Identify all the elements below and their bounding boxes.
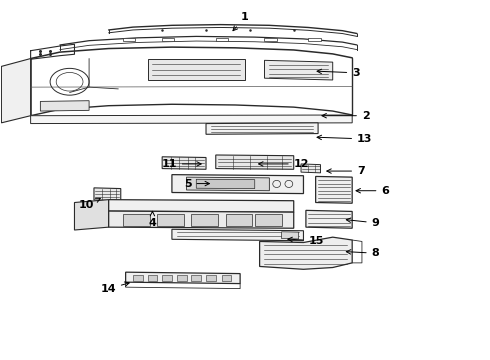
Polygon shape [162,157,206,169]
Polygon shape [30,115,352,123]
Polygon shape [162,38,174,41]
Text: 14: 14 [100,282,129,294]
Polygon shape [225,213,252,226]
Polygon shape [306,210,352,228]
Text: 3: 3 [317,68,360,78]
Text: 1: 1 [233,13,249,31]
Polygon shape [172,175,303,194]
Polygon shape [177,275,187,281]
Polygon shape [282,232,298,239]
Polygon shape [109,211,294,228]
Text: 2: 2 [322,111,369,121]
Polygon shape [147,59,245,80]
Text: 11: 11 [161,159,201,169]
Polygon shape [308,38,320,41]
Polygon shape [260,237,352,269]
Text: 7: 7 [327,166,365,176]
Polygon shape [196,179,255,189]
Polygon shape [162,275,172,281]
Polygon shape [192,213,218,226]
Text: 6: 6 [356,186,389,196]
Polygon shape [123,38,135,41]
Polygon shape [74,200,109,230]
Text: 5: 5 [184,179,209,189]
Polygon shape [265,60,333,80]
Polygon shape [94,188,121,201]
Text: 12: 12 [259,159,309,169]
Polygon shape [123,213,150,226]
Polygon shape [216,155,294,169]
Text: 9: 9 [346,218,380,228]
Polygon shape [216,38,228,41]
Polygon shape [133,275,143,281]
Polygon shape [316,176,352,203]
Polygon shape [265,38,277,41]
Polygon shape [255,213,282,226]
Polygon shape [206,123,318,134]
Polygon shape [125,272,240,284]
Polygon shape [301,164,320,173]
Polygon shape [1,59,30,123]
Polygon shape [221,275,231,281]
Text: 15: 15 [288,236,324,246]
Polygon shape [40,101,89,111]
Polygon shape [147,275,157,281]
Text: 10: 10 [79,198,100,210]
Text: 13: 13 [317,134,372,144]
Polygon shape [187,177,270,191]
Text: 4: 4 [148,211,156,228]
Polygon shape [172,229,303,241]
Polygon shape [206,275,216,281]
Polygon shape [157,213,184,226]
Polygon shape [192,275,201,281]
Text: 8: 8 [346,248,379,258]
Polygon shape [109,200,294,212]
